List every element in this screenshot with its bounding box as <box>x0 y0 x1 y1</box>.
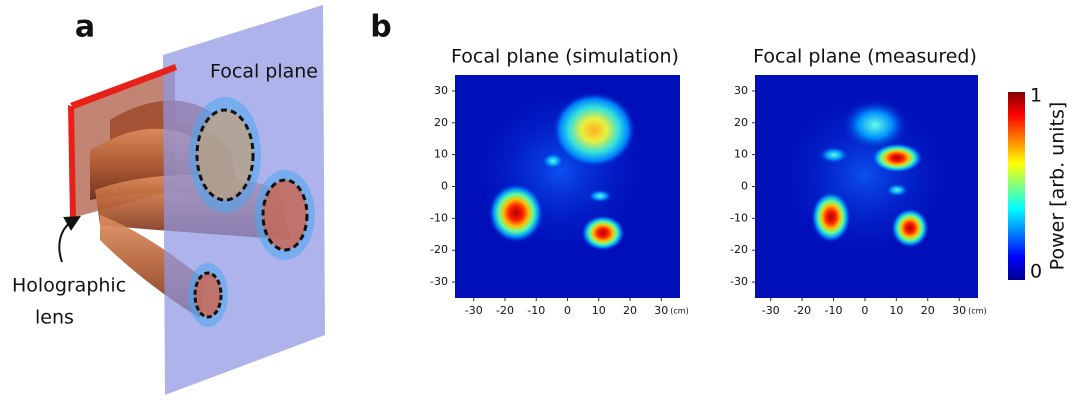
illustration <box>58 5 325 395</box>
colorbar <box>1008 92 1025 280</box>
y-tick-label: -10 <box>430 211 448 224</box>
focus-outline <box>193 271 223 319</box>
y-tick-label: 10 <box>434 148 448 161</box>
heatmap-blob <box>581 215 625 251</box>
heatmap-image <box>455 75 680 298</box>
heatmap-blob <box>891 208 929 248</box>
annotation: Focal plane <box>210 61 318 83</box>
focus-outline <box>195 108 255 202</box>
y-tick-label: -30 <box>730 275 748 288</box>
x-unit: (cm) <box>968 307 986 316</box>
heatmap-blob <box>552 92 636 168</box>
y-tick-label: 0 <box>441 180 448 193</box>
focus-outline <box>261 178 309 252</box>
y-tick-label: 0 <box>741 180 748 193</box>
x-tick-label: -20 <box>793 304 811 317</box>
x-tick-label: -20 <box>496 304 514 317</box>
heatmap-blob <box>488 183 544 243</box>
y-tick-label: 10 <box>734 148 748 161</box>
x-tick-label: 0 <box>564 304 571 317</box>
annotation: lens <box>35 307 74 329</box>
x-tick-label: 0 <box>861 304 868 317</box>
panel-label: a <box>75 10 95 45</box>
x-unit: (cm) <box>670 307 688 316</box>
y-tick-label: -30 <box>430 275 448 288</box>
y-tick-label: -10 <box>730 211 748 224</box>
x-tick-label: 30 <box>654 304 668 317</box>
y-tick-label: 30 <box>734 84 748 97</box>
heatmap-blob <box>818 146 850 164</box>
heatmap-image <box>755 75 978 298</box>
spot <box>263 180 307 250</box>
panel-label: b <box>370 10 391 45</box>
y-tick-label: 30 <box>434 84 448 97</box>
x-tick-label: 10 <box>889 304 903 317</box>
y-tick-label: -20 <box>730 243 748 256</box>
pointer-arrow <box>58 216 81 263</box>
x-tick-label: -30 <box>762 304 780 317</box>
lens-edge <box>70 64 177 109</box>
x-tick-label: 30 <box>952 304 966 317</box>
annotation: Holographic <box>12 275 126 297</box>
heatmap-blob <box>885 183 909 197</box>
spot <box>197 110 253 200</box>
colorbar-tick-label: 0 <box>1030 261 1042 283</box>
heatmap-blob <box>871 143 923 173</box>
y-tick-label: -20 <box>430 243 448 256</box>
x-tick-label: 20 <box>623 304 637 317</box>
x-tick-label: -10 <box>527 304 545 317</box>
heatmap-blob <box>541 152 565 170</box>
heatmap-blob <box>841 99 909 151</box>
heatmap-blob <box>587 189 613 203</box>
heatmap-blob <box>811 191 851 243</box>
x-tick-label: 10 <box>592 304 606 317</box>
y-tick-label: 20 <box>434 116 448 129</box>
colorbar-label: Power [arb. units] <box>1047 102 1069 271</box>
y-tick-label: 20 <box>734 116 748 129</box>
x-tick-label: -30 <box>465 304 483 317</box>
x-tick-label: 20 <box>921 304 935 317</box>
lens-edge <box>68 105 76 219</box>
colorbar-tick-label: 1 <box>1030 85 1042 107</box>
spot <box>195 273 221 317</box>
plot-title: Focal plane (simulation) <box>451 46 679 68</box>
plot-title: Focal plane (measured) <box>753 46 977 68</box>
x-tick-label: -10 <box>825 304 843 317</box>
